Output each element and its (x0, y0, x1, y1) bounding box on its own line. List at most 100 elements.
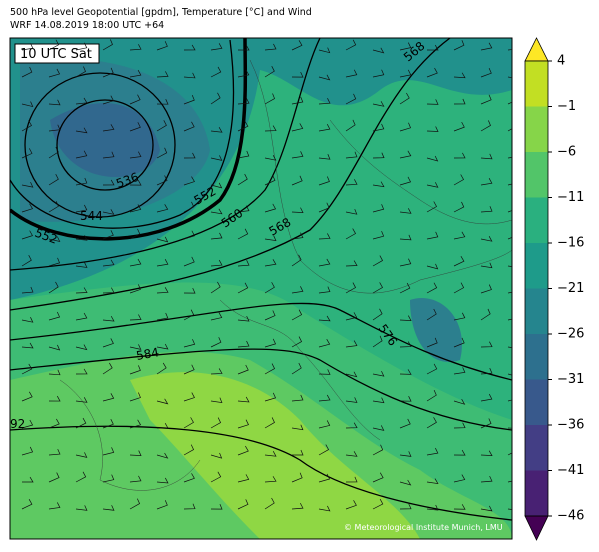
colorbar-band (525, 243, 548, 289)
wind-barb (75, 66, 86, 78)
wind-barb (426, 155, 439, 162)
wind-barb (264, 392, 277, 402)
header-subtitle: WRF 14.08.2019 18:00 UTC +64 (10, 20, 164, 31)
wind-barb (372, 425, 385, 431)
colorbar-tick-label: −21 (557, 281, 584, 296)
wind-barb (75, 452, 88, 458)
wind-barb (75, 262, 88, 268)
wind-barb (156, 398, 169, 405)
wind-barb (507, 399, 512, 402)
wind-barb (318, 339, 331, 348)
wind-barb (102, 447, 115, 456)
wind-barb (372, 101, 385, 107)
wind-barb (210, 259, 223, 267)
wind-barb (264, 310, 276, 321)
wind-barb (21, 255, 32, 267)
wind-barbs (21, 39, 512, 512)
colorbar-tick-label: −16 (557, 236, 584, 251)
wind-barb (129, 498, 141, 510)
wind-barb (237, 260, 250, 267)
wind-barb (345, 500, 357, 510)
wind-barb (453, 474, 466, 483)
wind-barb (372, 444, 384, 456)
wind-barb (129, 314, 142, 321)
wind-barb (318, 154, 331, 160)
wind-barb (183, 152, 196, 159)
wind-barb (129, 284, 141, 294)
wind-barb (210, 182, 223, 189)
wind-barb (291, 449, 304, 456)
wind-barb (129, 228, 141, 240)
wind-barb (129, 344, 142, 350)
wind-barb (480, 368, 493, 375)
time-label-box (14, 43, 100, 64)
wind-barb (372, 152, 385, 159)
wind-barb (480, 308, 491, 321)
wind-barb (345, 422, 358, 429)
wind-barb (453, 337, 465, 348)
wind-barb (426, 44, 439, 51)
contour-label: 584 (135, 345, 160, 363)
wind-barb (210, 417, 222, 429)
wind-barb (21, 391, 33, 402)
wind-barb (237, 205, 250, 213)
wind-barb (480, 120, 491, 132)
wind-barb (318, 98, 331, 105)
colorbar-band (525, 288, 548, 334)
header-title: 500 hPa level Geopotential [gpdm], Tempe… (10, 7, 312, 18)
wind-barb (291, 151, 304, 159)
wind-barb (453, 504, 466, 510)
wind-barb (183, 417, 194, 429)
wind-barb (102, 287, 115, 294)
wind-barb (237, 98, 250, 105)
wind-barb (318, 394, 331, 402)
wind-barb (264, 66, 275, 78)
wind-barb (345, 119, 356, 132)
wind-barb (210, 66, 222, 78)
wind-barb (210, 503, 223, 510)
wind-barb (318, 444, 330, 456)
wind-barb (318, 369, 331, 375)
wind-barb (75, 287, 88, 294)
colorbar-bottom (524, 515, 549, 541)
colorbar-band (525, 425, 548, 471)
wind-barb (453, 201, 465, 213)
wind-barb (318, 176, 330, 186)
wind-barb (102, 67, 114, 78)
wind-barb (453, 398, 466, 405)
wind-barb (183, 444, 195, 456)
wind-barb (21, 476, 34, 483)
wind-barb (507, 210, 512, 213)
wind-barb (399, 258, 412, 267)
wind-barb (210, 312, 223, 321)
wind-barb (399, 208, 412, 214)
wind-barb (183, 44, 196, 51)
wind-barb (21, 342, 34, 349)
wind-barb (426, 478, 439, 485)
wind-barb (480, 418, 492, 429)
colorbar-tick-label: −26 (557, 327, 584, 342)
wind-barb (102, 259, 115, 267)
wind-barb (48, 502, 61, 510)
wind-barb (237, 228, 249, 240)
wind-barb (129, 475, 142, 483)
wind-barb (48, 201, 59, 213)
wind-barb (453, 72, 466, 79)
contour-label: 544 (80, 209, 103, 223)
wind-barb (453, 152, 466, 159)
wind-barb (210, 281, 221, 294)
wind-barb (21, 101, 34, 108)
wind-barb (102, 505, 115, 511)
wind-barb (210, 155, 223, 161)
wind-barb (318, 315, 331, 322)
wind-barb (129, 258, 142, 267)
wind-barb (480, 284, 492, 294)
wind-barb (264, 175, 276, 186)
time-label: 10 UTC Sat (20, 47, 92, 62)
wind-barb (345, 179, 358, 186)
wind-barb (291, 472, 303, 483)
wind-barb (264, 363, 276, 375)
wind-barb (480, 42, 493, 51)
wind-barb (75, 97, 88, 105)
wind-barb (345, 371, 358, 378)
